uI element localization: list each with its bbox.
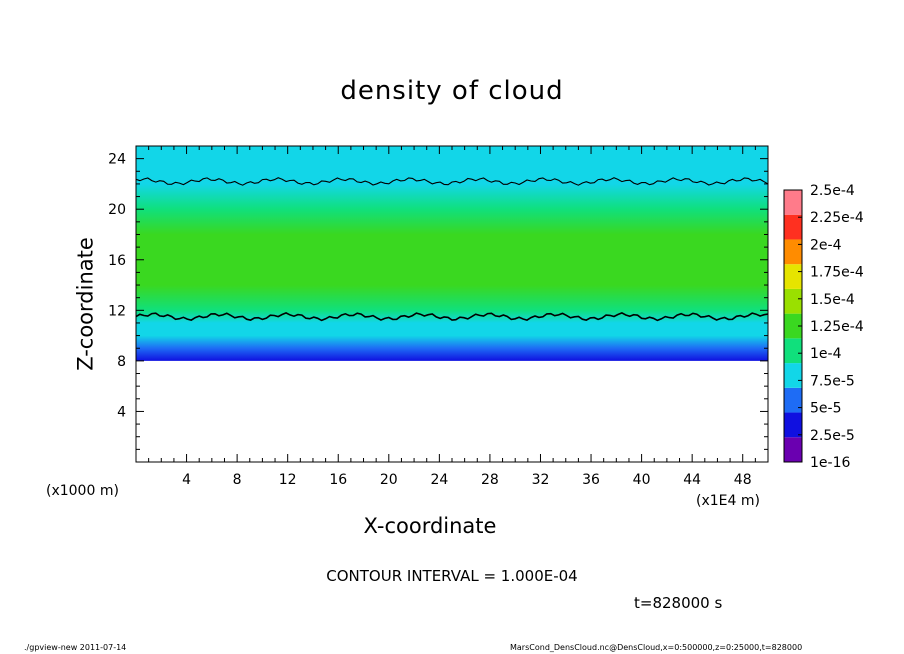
x-tick-label: 40	[633, 472, 651, 488]
colorbar-swatch	[784, 190, 802, 215]
x-tick-label: 32	[532, 472, 550, 488]
contour-interval-label: CONTOUR INTERVAL = 1.000E-04	[326, 567, 578, 585]
y-tick-label: 20	[108, 202, 126, 218]
footer-right: MarsCond_DensCloud.nc@DensCloud,x=0:5000…	[510, 643, 803, 652]
x-tick-label: 12	[279, 472, 297, 488]
colorbar-label: 1.5e-4	[810, 292, 855, 308]
y-tick-label: 24	[108, 152, 126, 168]
y-tick-label: 16	[108, 253, 126, 269]
x-tick-label: 44	[683, 472, 701, 488]
colorbar-swatch	[784, 313, 802, 339]
x-tick-label: 16	[329, 472, 347, 488]
colorbar-label: 2.5e-5	[810, 428, 855, 444]
x-axis-label: X-coordinate	[363, 514, 497, 538]
footer-left: ./gpview-new 2011-07-14	[24, 643, 127, 652]
colorbar-swatch	[784, 437, 802, 462]
colorbar-label: 1.25e-4	[810, 319, 864, 335]
x-ticks: 4 8 12 16 20 24 28 32 36 40 44 48	[148, 146, 756, 488]
colorbar-label: 1.75e-4	[810, 265, 864, 281]
colorbar-swatch	[784, 239, 802, 265]
y-tick-label: 12	[108, 303, 126, 319]
x-tick-label: 4	[182, 472, 191, 488]
y-tick-label: 8	[117, 354, 126, 370]
colorbar: 1e-16 2.5e-5 5e-5 7.5e-5 1e-4 1.25e-4 1.5e-4 1.…	[783, 183, 864, 471]
x-tick-label: 20	[380, 472, 398, 488]
colorbar-label: 1e-4	[810, 346, 842, 362]
y-tick-label: 4	[117, 404, 126, 420]
y-ticks: 4 8 12 16 20 24	[108, 152, 768, 450]
chart-title: density of cloud	[340, 76, 564, 106]
contour-lines	[135, 177, 769, 322]
colorbar-label: 7.5e-5	[810, 373, 855, 389]
colorbar-swatch	[784, 363, 802, 388]
colorbar-swatch	[784, 338, 802, 364]
colorbar-swatch	[784, 288, 802, 314]
time-label: t=828000 s	[634, 594, 723, 612]
x-tick-label: 48	[734, 472, 752, 488]
x-tick-label: 24	[430, 472, 448, 488]
x-tick-label: 36	[582, 472, 600, 488]
colorbar-swatch	[784, 214, 802, 240]
colorbar-label: 2.5e-4	[810, 183, 855, 199]
contour-line	[135, 312, 769, 322]
x-unit-left: (x1000 m)	[46, 483, 119, 499]
colorbar-swatch	[784, 387, 802, 413]
colorbar-swatch	[784, 264, 802, 289]
colorbar-swatch	[784, 412, 802, 438]
x-tick-label: 28	[481, 472, 499, 488]
colorbar-label: 5e-5	[810, 401, 841, 417]
colorbar-label: 2.25e-4	[810, 210, 864, 226]
contour-line	[135, 177, 769, 186]
x-tick-label: 8	[233, 472, 242, 488]
x-unit-right: (x1E4 m)	[696, 493, 760, 509]
colorbar-label: 1e-16	[810, 455, 850, 471]
colorbar-label: 2e-4	[810, 237, 842, 253]
